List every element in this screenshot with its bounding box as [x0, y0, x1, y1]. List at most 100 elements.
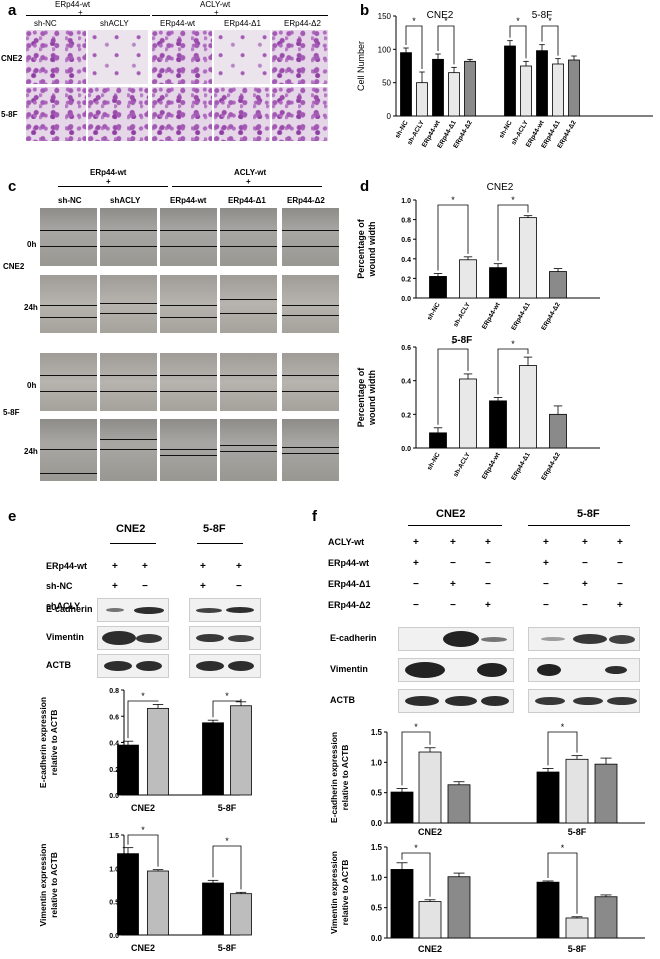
bar	[464, 60, 476, 117]
wound-edge-line	[40, 449, 97, 450]
wound-healing-image	[220, 419, 277, 481]
condition-mark: +	[236, 561, 242, 572]
group-label: 5-8F	[218, 943, 237, 953]
x-tick-label: sh-ACLY	[452, 301, 472, 328]
chart-f2: 0.0 0.5 1.0 1.5 Vimentin expression relative …	[329, 843, 645, 954]
blot-band	[196, 607, 222, 613]
bar	[519, 217, 537, 299]
y-tick-label: 1.5	[109, 833, 119, 840]
wound-edge-line	[282, 305, 339, 306]
western-blot-strip	[528, 689, 640, 713]
condition-mark: −	[485, 579, 491, 590]
significance-bracket	[401, 731, 431, 786]
condition-mark: +	[617, 600, 623, 611]
significance-bracket	[541, 25, 559, 56]
group-label: CNE2	[418, 944, 442, 954]
blot-band	[573, 634, 607, 644]
significance-star: *	[444, 16, 448, 26]
condition-mark: +	[617, 537, 623, 548]
bar	[447, 876, 471, 939]
blot-band	[226, 607, 254, 613]
a-row-label: 5-8F	[1, 110, 18, 119]
c-group1-line	[58, 186, 168, 187]
wound-edge-line	[282, 453, 339, 454]
c-group2-line	[172, 186, 322, 187]
bar	[418, 901, 442, 939]
wound-edge-line	[40, 230, 97, 231]
condition-mark: −	[617, 558, 623, 569]
chart-e1: 0.0 0.2 0.4 0.6 0.8 E-cadherin expression rela…	[38, 688, 252, 813]
x-tick-label: ERp44-wt	[481, 451, 502, 480]
wound-healing-image	[40, 419, 97, 481]
y-tick-label: 0.5	[109, 900, 119, 907]
wound-healing-image	[220, 353, 277, 411]
c-time-label: 24h	[24, 447, 38, 456]
a-col-label: sh-NC	[34, 19, 57, 28]
wound-edge-line	[160, 455, 217, 456]
e-cell-header: CNE2	[116, 523, 146, 535]
wound-edge-line	[282, 230, 339, 231]
condition-mark: −	[543, 579, 549, 590]
y-tick-label: 50	[382, 79, 391, 88]
bar	[447, 784, 471, 824]
wound-edge-line	[100, 439, 157, 440]
blot-band	[106, 608, 124, 612]
blot-label: Vimentin	[46, 632, 84, 642]
western-blot-strip	[97, 626, 169, 650]
bar	[594, 763, 618, 824]
transwell-image	[272, 87, 328, 141]
wound-edge-line	[282, 375, 339, 376]
y-tick-label: 0.0	[371, 819, 383, 828]
transwell-image	[88, 30, 148, 84]
y-axis-label: Cell Number	[356, 41, 366, 91]
bar	[418, 751, 442, 824]
chart-f1: 0.0 0.5 1.0 1.5 E-cadherin expression relativ…	[329, 722, 645, 837]
blot-band	[541, 637, 565, 641]
wound-healing-image	[40, 353, 97, 411]
condition-mark: +	[543, 537, 549, 548]
significance-star: *	[225, 691, 229, 701]
wound-edge-line	[220, 445, 277, 446]
blot-band	[605, 666, 627, 674]
bar	[448, 72, 460, 117]
y-tick-label: 150	[378, 12, 392, 21]
significance-star: *	[414, 843, 418, 853]
wound-edge-line	[220, 246, 277, 247]
bar	[390, 791, 414, 824]
condition-mark: +	[485, 537, 491, 548]
y-tick-label: 1.0	[401, 198, 411, 205]
transwell-image	[152, 87, 212, 141]
group-label: 5-8F	[568, 944, 587, 954]
significance-star: *	[141, 691, 145, 701]
condition-label: ERp44-wt	[46, 561, 88, 571]
a-group1-title: ERp44-wt	[55, 0, 91, 9]
bar	[549, 413, 567, 449]
bar	[568, 59, 580, 117]
blot-band	[102, 631, 136, 645]
y-tick-label: 0.0	[109, 933, 119, 940]
blot-label: ACTB	[330, 695, 355, 705]
c-group2-plus: +	[246, 177, 251, 186]
bar	[519, 365, 537, 449]
bar	[117, 744, 139, 796]
y-tick-label: 100	[378, 45, 392, 54]
y-tick-label: 0.6	[401, 237, 411, 244]
y-axis-label: relative to ACTB	[340, 745, 350, 811]
blot-band	[481, 636, 507, 642]
wound-edge-line	[160, 317, 217, 318]
f-cell-header: CNE2	[436, 508, 466, 520]
transwell-image	[272, 30, 328, 84]
bar	[565, 758, 589, 824]
y-tick-label: 1.0	[109, 866, 119, 873]
wound-edge-line	[160, 391, 217, 392]
significance-star: *	[225, 836, 229, 846]
significance-star: *	[511, 339, 515, 349]
x-tick-label: ERp44-Δ1	[510, 301, 532, 330]
condition-mark: +	[582, 537, 588, 548]
condition-mark: −	[413, 600, 419, 611]
y-axis-label: Vimentin expression	[38, 844, 48, 927]
c-time-label: 0h	[27, 381, 37, 390]
f-header-line	[408, 525, 502, 526]
wound-edge-line	[220, 313, 277, 314]
y-tick-label: 1.0	[371, 873, 383, 882]
